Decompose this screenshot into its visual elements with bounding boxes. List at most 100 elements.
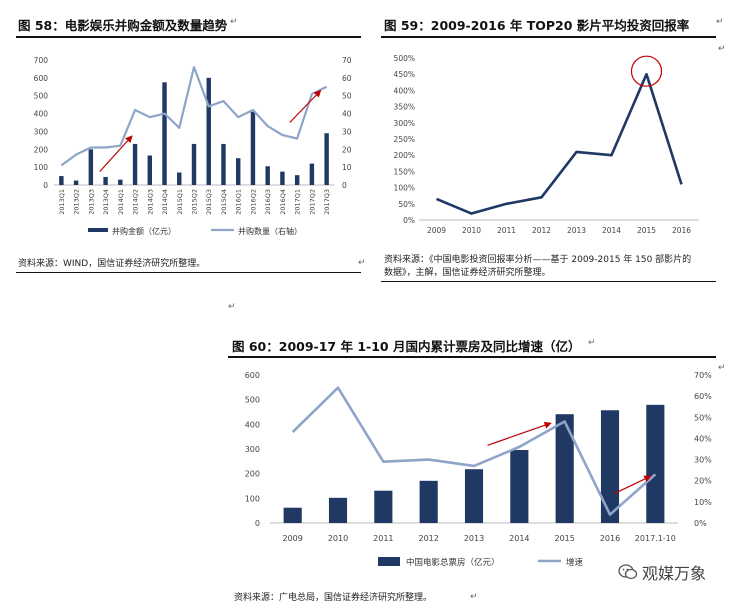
paragraph-mark-icon: ↵ (358, 258, 366, 268)
bar (324, 133, 329, 185)
fig58-source: 资料来源：WIND，国信证券经济研究所整理。 (18, 259, 206, 269)
series-line (436, 72, 683, 215)
bar (280, 171, 285, 185)
y-left-tick-label: 100 (34, 163, 49, 172)
x-tick-label: 2011 (497, 226, 516, 235)
fig59-title-rule (381, 36, 716, 38)
x-tick-label: 2016Q4 (279, 189, 287, 215)
y-tick-label: 450% (394, 70, 415, 79)
bar (309, 163, 315, 185)
bar (646, 404, 665, 523)
x-tick-label: 2015 (554, 534, 574, 543)
bar (265, 166, 270, 185)
x-tick-label: 2015Q1 (176, 189, 184, 215)
x-tick-label: 2017Q2 (308, 189, 316, 215)
x-tick-label: 2017.1-10 (635, 534, 676, 543)
y-right-tick-label: 60 (342, 74, 352, 83)
trend-arrow (487, 421, 552, 446)
legend-swatch-bar (88, 228, 108, 232)
bar (464, 469, 484, 523)
y-right-tick-label: 50% (694, 413, 712, 422)
bar (555, 414, 574, 523)
y-tick-label: 350% (394, 103, 415, 112)
legend-label: 增速 (566, 557, 584, 568)
y-left-tick-label: 400 (34, 110, 49, 119)
bar (191, 143, 197, 185)
fig59-title: 图 59：2009-2016 年 TOP20 影片平均投资回报率 (384, 18, 690, 33)
trend-arrow (289, 89, 322, 123)
x-tick-label: 2017Q3 (323, 189, 331, 215)
bar (221, 143, 226, 185)
y-right-tick-label: 20 (342, 145, 352, 154)
y-right-tick-label: 60% (694, 392, 712, 401)
bar (294, 175, 300, 185)
fig58-title: 图 58：电影娱乐并购金额及数量趋势 (18, 18, 228, 33)
x-tick-label: 2014Q1 (117, 189, 125, 215)
x-tick-label: 2014Q2 (132, 189, 140, 215)
fig60-source: 资料来源：广电总局，国信证券经济研究所整理。 (234, 593, 433, 603)
trend-arrow (99, 135, 133, 173)
x-tick-label: 2017Q1 (294, 189, 302, 215)
bar (600, 410, 620, 523)
legend-label: 并购数量（右轴） (238, 226, 302, 236)
highlight-circle (630, 55, 663, 87)
x-tick-label: 2015Q4 (220, 189, 228, 215)
y-tick-label: 150% (394, 167, 415, 176)
bar (147, 155, 152, 185)
y-tick-label: 300% (394, 119, 415, 128)
y-right-tick-label: 0 (342, 181, 347, 190)
y-left-tick-label: 0 (255, 519, 260, 528)
y-right-tick-label: 30% (694, 456, 712, 465)
x-tick-label: 2013Q4 (102, 189, 110, 215)
x-tick-label: 2016 (600, 534, 620, 543)
y-left-tick-label: 200 (34, 145, 49, 154)
y-right-tick-label: 40% (694, 434, 712, 443)
y-left-tick-label: 600 (245, 371, 260, 380)
y-left-tick-label: 400 (245, 420, 260, 429)
bar (177, 172, 182, 185)
watermark-text: 观媒万象 (642, 564, 707, 583)
y-right-tick-label: 70% (694, 371, 712, 380)
fig58-title-rule (16, 36, 361, 38)
x-tick-label: 2014Q4 (161, 189, 169, 215)
wechat-icon (618, 564, 638, 580)
bar (59, 176, 64, 185)
bar (103, 176, 108, 185)
y-left-tick-label: 0 (43, 181, 48, 190)
y-left-tick-label: 700 (34, 56, 49, 65)
fig60-title: 图 60：2009-17 年 1-10 月国内累计票房及同比增速（亿） (232, 339, 581, 354)
fig59-source: 资料来源：《中国电影投资回报率分析——基于 2009-2015 年 150 部影… (384, 254, 691, 280)
paragraph-mark-icon: ↵ (228, 302, 236, 312)
y-left-tick-label: 500 (245, 396, 260, 405)
bar (250, 111, 256, 185)
x-tick-label: 2011 (373, 534, 393, 543)
x-tick-label: 2014Q3 (146, 189, 154, 215)
y-tick-label: 200% (394, 151, 415, 160)
x-tick-label: 2010 (462, 226, 481, 235)
paragraph-mark-icon: ↵ (716, 17, 724, 27)
fig60-chart: 0 100 200 300 400 500 600 0% 10% 20% 30% 40% 50% 60% 7… (245, 371, 712, 568)
legend-swatch-bar (378, 557, 400, 566)
y-right-tick-label: 10% (694, 498, 712, 507)
bar (510, 449, 529, 523)
bar (236, 158, 241, 185)
x-tick-label: 2015Q2 (191, 189, 199, 215)
paragraph-mark-icon: ↵ (718, 44, 726, 54)
y-right-tick-label: 30 (342, 127, 352, 136)
x-tick-label: 2013Q3 (87, 189, 95, 215)
bar (132, 143, 138, 185)
bar (419, 480, 438, 523)
y-left-tick-label: 300 (34, 127, 49, 136)
y-left-tick-label: 500 (34, 92, 49, 101)
x-tick-label: 2009 (282, 534, 302, 543)
x-tick-label: 2015Q3 (205, 189, 213, 215)
paragraph-mark-icon: ↵ (718, 363, 726, 373)
y-left-tick-label: 600 (34, 74, 49, 83)
series-line (291, 386, 657, 516)
bar (162, 82, 167, 185)
y-tick-label: 0% (403, 216, 415, 225)
paragraph-mark-icon: ↵ (588, 338, 596, 348)
y-right-tick-label: 20% (694, 477, 712, 486)
y-tick-label: 250% (394, 135, 415, 144)
y-right-tick-label: 40 (342, 110, 352, 119)
